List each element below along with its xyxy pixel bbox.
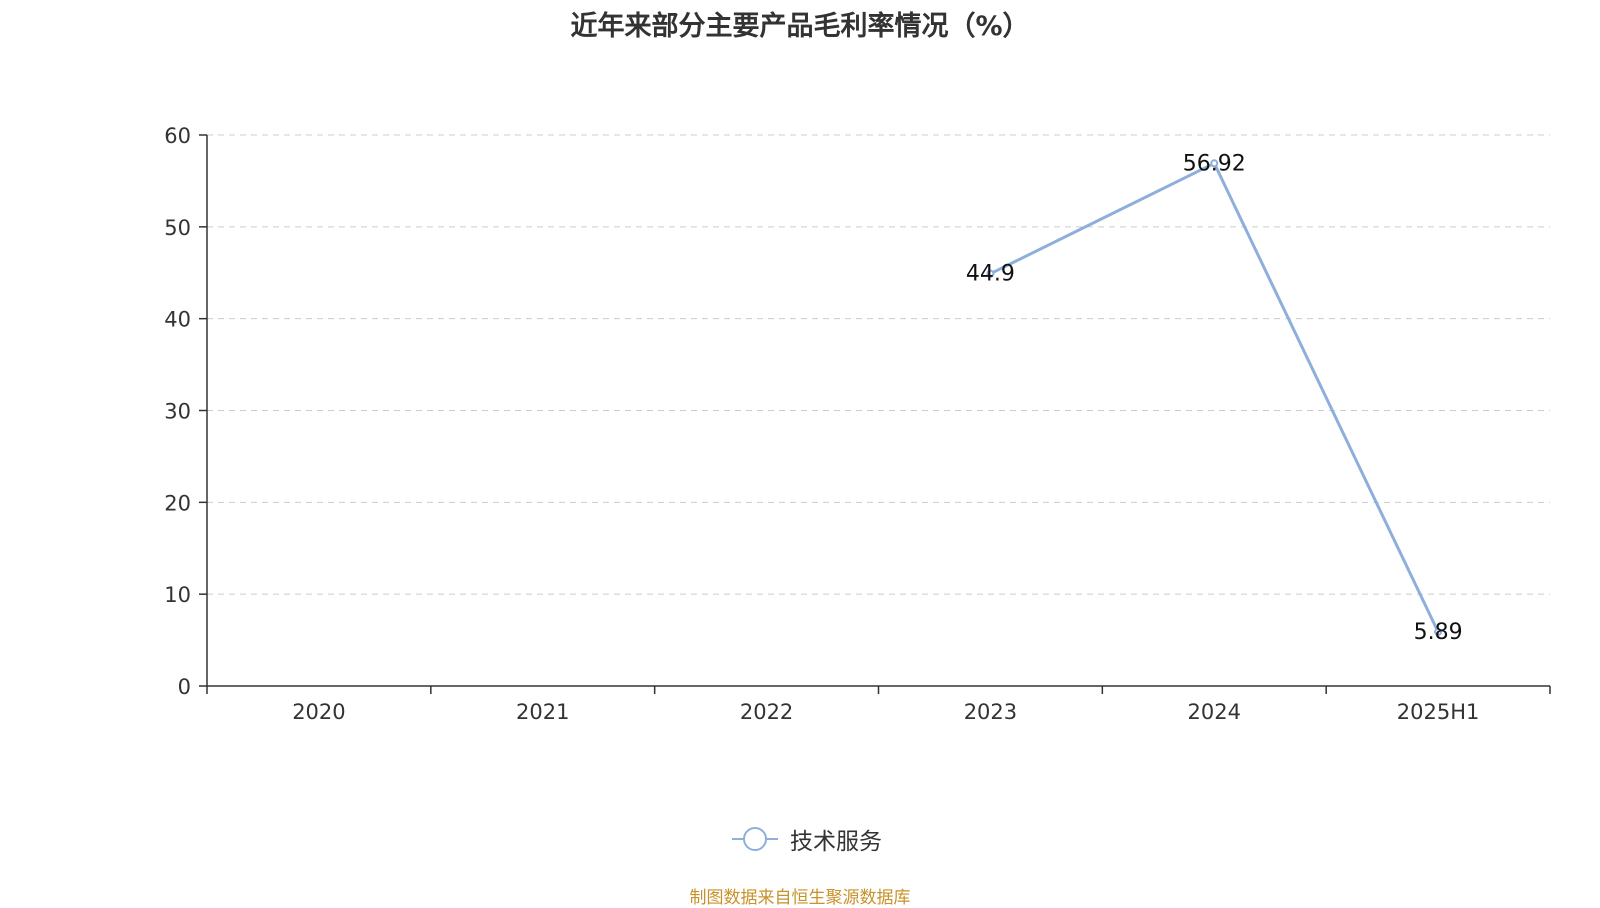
y-tick-label: 40: [164, 308, 191, 332]
data-labels: 44.9 56.92 5.89: [966, 151, 1463, 645]
legend-label: 技术服务: [790, 829, 882, 855]
data-point: [1210, 159, 1219, 168]
data-point: [1434, 627, 1443, 636]
axes: 0 10 20 30 40 50 60 2020 2021 2022 2023 2024 2025H1: [164, 124, 1551, 724]
y-tick-label: 30: [164, 400, 191, 424]
y-tick-label: 10: [164, 583, 191, 607]
y-tick-label: 0: [178, 675, 191, 699]
y-tick-label: 60: [164, 124, 191, 148]
series-line-path: [988, 161, 1440, 634]
chart-title: 近年来部分主要产品毛利率情况（%）: [570, 11, 1030, 42]
x-tick-label: 2022: [740, 700, 793, 724]
grid-lines: [207, 134, 1550, 595]
data-label: 5.89: [1414, 620, 1463, 645]
data-label: 56.92: [1183, 151, 1246, 176]
x-tick-label: 2020: [292, 700, 345, 724]
y-tick-label: 20: [164, 491, 191, 515]
legend[interactable]: 技术服务: [730, 822, 882, 856]
x-tick-label: 2024: [1188, 700, 1241, 724]
x-tick-label: 2021: [516, 700, 569, 724]
data-label: 44.9: [966, 262, 1015, 287]
x-tick-label: 2025H1: [1397, 700, 1480, 724]
x-tick-label: 2023: [964, 700, 1017, 724]
data-point: [986, 269, 995, 278]
series-line: [986, 159, 1443, 636]
source-note: 制图数据来自恒生聚源数据库: [689, 888, 911, 908]
y-tick-label: 50: [164, 216, 191, 240]
legend-marker-icon: [732, 827, 778, 851]
